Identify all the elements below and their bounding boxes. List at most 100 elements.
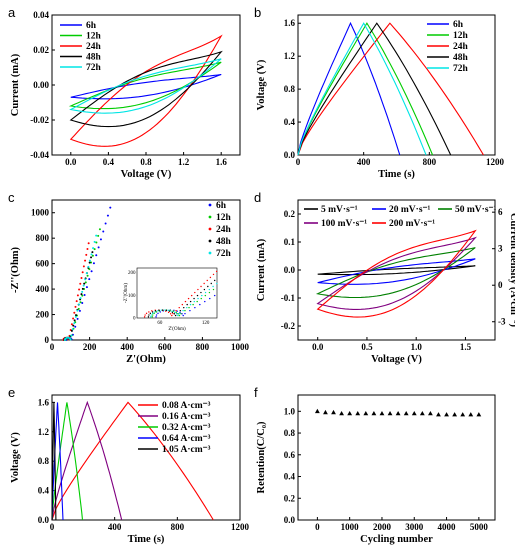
y-tick-label: 0.2 [284,209,296,219]
inset-frame [136,267,218,319]
x-tick-label: 1.2 [178,157,190,167]
x-tick-label: 800 [171,522,185,532]
x-tick-label: 0.5 [361,342,373,352]
panel-letter-c: c [8,190,15,205]
y2-tick-label: -3 [498,317,506,327]
inset-point [189,309,191,312]
inset-point [175,311,177,314]
x-tick-label: 400 [108,522,122,532]
nyquist-point [84,278,87,281]
inset-point [204,300,206,303]
x-tick-label: 800 [423,157,437,167]
nyquist-point [90,253,93,256]
inset-point [171,310,173,312]
inset-point [196,300,198,303]
retention-point [476,412,482,417]
inset-point [208,291,211,294]
inset-point [196,294,199,297]
x-tick-label: 5000 [470,522,489,532]
inset-point [200,291,202,294]
retention-point [403,410,409,416]
nyquist-point [92,262,95,265]
nyquist-point [70,329,73,332]
nyquist-point [87,265,90,268]
gcd-curve-0.32 A·cm⁻³ [51,402,84,521]
plot-frame [51,199,241,341]
x-tick-label: 0.8 [140,157,152,167]
panel-d: d 0.0 0.5 1.0 1.5 -0.2 -0.1 0.0 0.1 0.2 Voltage (V… [254,190,515,365]
retention-point [355,410,361,416]
gcd-curve-72h [297,22,427,156]
inset-point [160,309,163,311]
nyquist-point [71,328,74,331]
inset-point [173,311,176,314]
legend-label: 0.32 A·cm⁻³ [162,423,211,433]
inset-point [154,310,157,312]
legend-swatch [208,227,212,231]
legend-label: 0.64 A·cm⁻³ [162,434,211,444]
y2-tick-label: 0 [498,280,503,290]
inset-point [212,273,215,276]
y-tick-label: 600 [36,259,50,269]
inset-y-tick: 200 [128,271,136,276]
gcd-curve-1.05 A·cm⁻³ [51,402,57,521]
inset-point [213,294,216,297]
inset-point [204,294,207,297]
x-tick-label: 800 [196,342,210,352]
inset-point [176,310,178,312]
gcd-curve-0.16 A·cm⁻³ [51,400,123,521]
inset-point [151,312,154,315]
retention-point [395,410,401,416]
nyquist-point [73,319,76,322]
inset-point [181,313,183,315]
y-axis-label: Voltage (V) [10,432,21,483]
y-tick-label: 0.4 [38,486,50,496]
inset-point [187,297,190,300]
inset-point [204,291,207,294]
inset-point [209,276,212,279]
inset-point [172,310,175,312]
inset-point [201,294,203,297]
nyquist-point [95,254,98,257]
y-tick-label: 0.8 [284,84,296,94]
inset-point [186,303,188,306]
y-tick-label: 0.4 [284,472,296,482]
nyquist-point [79,297,82,300]
y-tick-label: 1.6 [38,397,50,407]
cv-curve-200 mV·s⁻¹ [316,229,477,318]
legend-label: 12h [216,213,232,223]
inset-point [154,311,156,313]
nyquist-point [80,276,83,279]
legend-swatch [208,251,212,255]
inset-point [178,314,181,317]
nyquist-point [72,324,75,327]
inset-point [168,310,171,312]
legend-swatch [208,203,212,207]
retention-point [444,412,449,417]
inset-point [177,314,179,317]
y-tick-label: 200 [36,310,50,320]
y-tick-label: 1000 [31,208,50,218]
y-tick-label: 0.2 [284,493,296,503]
inset-point [179,311,181,314]
inset-point [165,309,168,312]
inset-point [151,316,153,318]
nyquist-point [86,274,89,277]
inset-point [189,303,192,306]
panel-letter-e: e [8,385,15,400]
legend-label: 0.08 A·cm⁻³ [162,401,211,411]
y-tick-label: -0.2 [281,321,296,331]
nyquist-point [88,261,91,264]
inset-point [203,288,206,291]
gcd-curve-6h [297,21,401,156]
y-tick-label: 0 [45,335,50,345]
inset-point [158,309,160,311]
inset-point [172,312,174,315]
x-tick-label: 1200 [231,522,250,532]
inset-point [182,309,184,312]
inset-point [199,303,201,306]
inset-point [182,314,184,317]
cv-curve-6h [70,73,222,100]
y-tick-label: 400 [36,284,50,294]
nyquist-point [99,238,102,241]
